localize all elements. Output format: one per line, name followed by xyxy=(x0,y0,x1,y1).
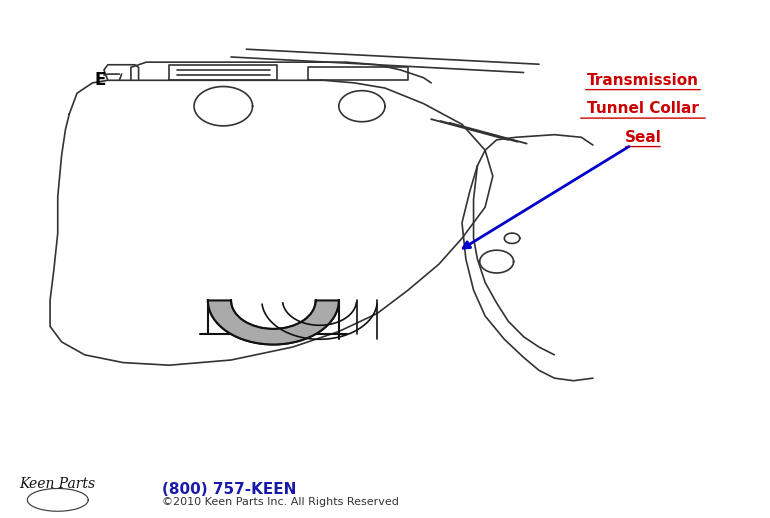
Wedge shape xyxy=(208,300,339,344)
Text: Transmission: Transmission xyxy=(587,73,699,88)
Text: (800) 757-KEEN: (800) 757-KEEN xyxy=(162,482,296,497)
Text: Tunnel Collar: Tunnel Collar xyxy=(587,102,699,116)
Text: E: E xyxy=(95,71,105,89)
Text: ©2010 Keen Parts Inc. All Rights Reserved: ©2010 Keen Parts Inc. All Rights Reserve… xyxy=(162,497,399,508)
Text: Keen Parts: Keen Parts xyxy=(20,477,95,492)
Text: Seal: Seal xyxy=(624,130,661,145)
